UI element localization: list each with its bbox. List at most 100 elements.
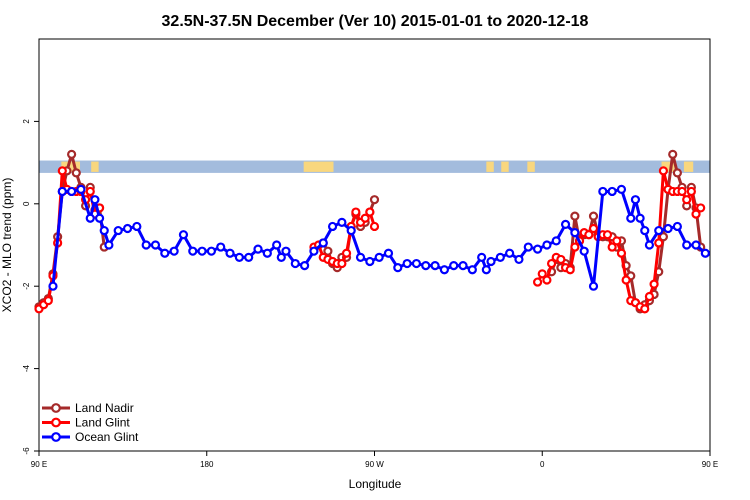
- data-point-ocean-glint: [346, 225, 356, 236]
- land-band-segment: [61, 161, 81, 172]
- data-point-ocean-glint: [67, 186, 77, 197]
- data-point-land-glint: [644, 291, 655, 302]
- data-point-land-glint: [532, 277, 543, 287]
- data-point-ocean-glint: [94, 213, 105, 223]
- data-point-land-glint: [341, 248, 352, 258]
- data-point-land-glint: [542, 275, 552, 285]
- data-point-land-glint: [584, 230, 594, 240]
- land-band-segment: [527, 161, 535, 172]
- y-tick-label: 2: [22, 119, 31, 124]
- land-ocean-mask-band: [39, 160, 710, 173]
- data-point-land-nadir: [369, 195, 380, 205]
- land-band-segment: [683, 161, 694, 172]
- data-point-land-glint: [696, 203, 706, 213]
- data-point-land-glint: [365, 207, 375, 217]
- data-point-land-glint: [612, 236, 622, 246]
- data-point-land-glint: [621, 275, 631, 285]
- data-point-ocean-glint: [337, 217, 347, 227]
- data-point-ocean-glint: [178, 230, 189, 240]
- data-point-land-glint: [607, 242, 617, 252]
- data-point-ocean-glint: [150, 240, 161, 250]
- data-point-land-glint: [351, 207, 361, 217]
- legend-label-land-glint: Land Glint: [75, 416, 130, 430]
- x-axis-label: Longitude: [349, 477, 402, 491]
- chart-title: 32.5N-37.5N December (Ver 10) 2015-01-01…: [162, 13, 589, 30]
- land-band-segment: [303, 161, 334, 172]
- data-point-ocean-glint: [477, 252, 487, 262]
- data-point-land-nadir: [323, 246, 333, 256]
- data-point-land-glint: [658, 166, 669, 176]
- data-point-ocean-glint: [682, 240, 692, 250]
- y-tick-label: -6: [22, 447, 31, 455]
- data-point-land-glint: [537, 269, 547, 279]
- data-point-land-nadir: [672, 168, 682, 178]
- land-band-segment: [486, 161, 494, 172]
- data-point-ocean-glint: [663, 223, 673, 234]
- data-point-ocean-glint: [90, 195, 100, 205]
- data-point-ocean-glint: [439, 265, 449, 275]
- data-point-ocean-glint: [276, 252, 286, 262]
- series: [34, 149, 710, 314]
- data-point-land-nadir: [71, 168, 81, 178]
- data-point-land-glint: [602, 230, 613, 240]
- data-point-land-nadir: [570, 211, 580, 221]
- data-point-ocean-glint: [402, 258, 412, 269]
- data-point-ocean-glint: [225, 248, 235, 258]
- data-point-ocean-glint: [598, 186, 608, 197]
- data-point-ocean-glint: [113, 225, 123, 236]
- data-point-ocean-glint: [99, 225, 109, 236]
- data-point-ocean-glint: [132, 221, 142, 232]
- data-point-ocean-glint: [560, 219, 571, 229]
- data-point-ocean-glint: [523, 242, 533, 252]
- data-point-ocean-glint: [570, 228, 580, 238]
- data-point-ocean-glint: [300, 261, 310, 271]
- data-point-ocean-glint: [318, 238, 328, 248]
- data-point-land-glint: [677, 186, 687, 197]
- ocean-band: [39, 160, 710, 173]
- data-point-ocean-glint: [467, 265, 477, 275]
- data-point-ocean-glint: [197, 246, 207, 256]
- data-point-ocean-glint: [234, 252, 244, 262]
- data-point-ocean-glint: [281, 246, 291, 256]
- data-point-ocean-glint: [411, 258, 422, 269]
- data-point-ocean-glint: [383, 248, 394, 258]
- data-point-ocean-glint: [48, 281, 58, 291]
- data-point-ocean-glint: [481, 265, 491, 275]
- x-tick-label: 0: [540, 460, 545, 469]
- data-point-ocean-glint: [449, 261, 459, 271]
- data-point-land-glint: [85, 186, 95, 197]
- data-point-ocean-glint: [430, 261, 440, 271]
- data-point-land-glint: [588, 223, 599, 234]
- data-point-ocean-glint: [327, 221, 338, 232]
- x-tick-label: 90 W: [365, 460, 384, 469]
- data-point-land-glint: [649, 279, 659, 289]
- data-point-ocean-glint: [290, 258, 300, 269]
- data-point-ocean-glint: [355, 252, 366, 262]
- data-point-ocean-glint: [85, 213, 95, 223]
- data-point-ocean-glint: [374, 252, 384, 262]
- data-point-land-glint: [556, 254, 566, 265]
- data-point-land-glint: [640, 304, 650, 314]
- data-point-land-nadir: [668, 149, 678, 159]
- data-point-ocean-glint: [691, 240, 701, 250]
- axes: 90 E 180 90 W 0 90 E-6-4-202: [22, 119, 718, 469]
- data-point-land-glint: [337, 258, 347, 269]
- legend-label-land-nadir: Land Nadir: [75, 401, 134, 415]
- data-point-ocean-glint: [495, 252, 505, 262]
- data-point-ocean-glint: [635, 213, 645, 223]
- data-point-land-nadir: [588, 211, 599, 221]
- data-point-ocean-glint: [57, 186, 67, 197]
- data-point-ocean-glint: [253, 244, 263, 254]
- data-point-ocean-glint: [579, 246, 589, 256]
- series-ocean-glint: [48, 184, 710, 291]
- data-point-ocean-glint: [607, 186, 617, 197]
- land-band-segment: [91, 161, 99, 172]
- data-point-ocean-glint: [626, 213, 636, 223]
- data-point-land-glint: [686, 186, 696, 197]
- data-point-land-glint: [570, 242, 580, 252]
- y-tick-label: -2: [22, 282, 31, 290]
- data-point-land-glint: [616, 248, 627, 258]
- legend-marker-land-nadir: [51, 403, 61, 413]
